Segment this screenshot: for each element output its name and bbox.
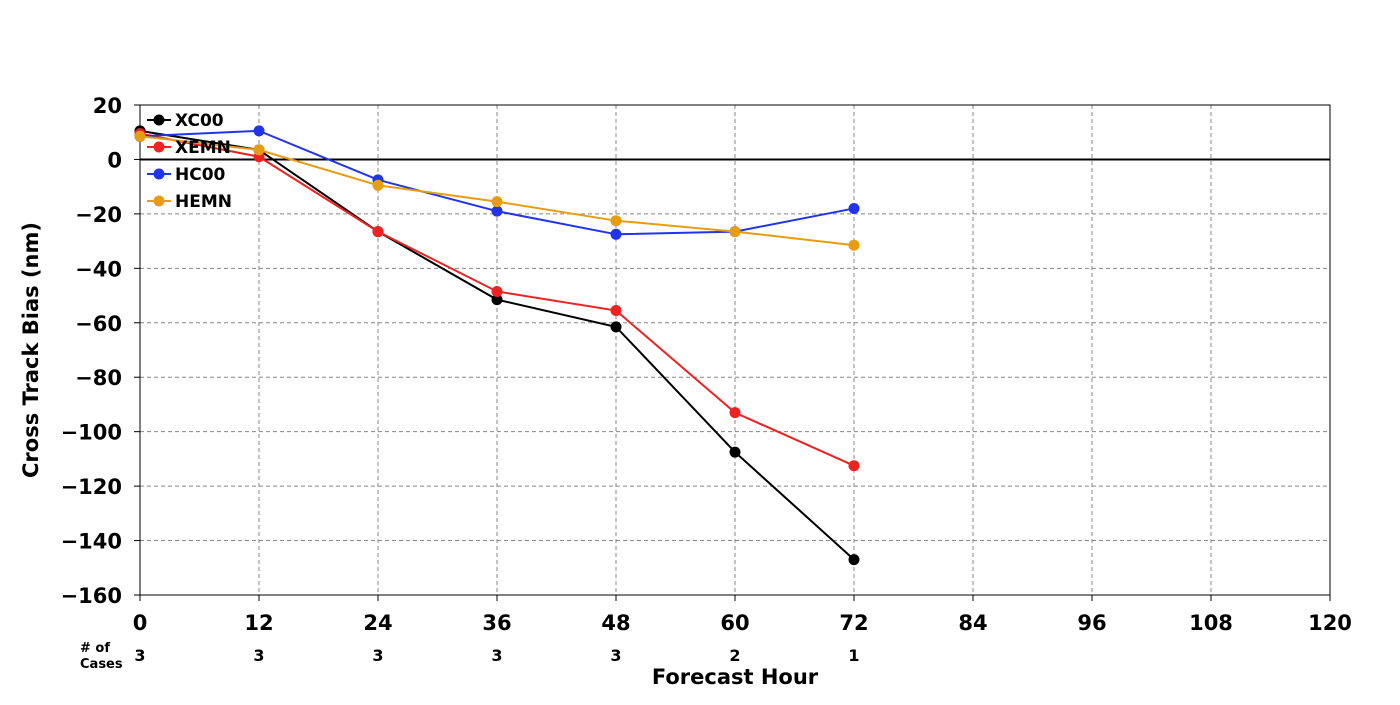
x-tick-label: 84	[958, 611, 987, 635]
y-tick-label: −20	[75, 203, 122, 227]
legend-label-xemn: XEMN	[175, 138, 231, 158]
y-tick-label: 0	[107, 148, 122, 172]
point-xemn	[491, 285, 503, 297]
y-tick-label: −100	[61, 421, 122, 445]
y-tick-label: −160	[61, 584, 122, 608]
point-xemn	[372, 226, 384, 238]
point-hc00	[253, 125, 265, 137]
point-hemn	[253, 144, 265, 156]
point-hemn	[134, 130, 146, 142]
point-hemn	[372, 179, 384, 191]
cases-count: 3	[610, 646, 621, 665]
x-tick-label: 36	[482, 611, 511, 635]
x-tick-label: 96	[1077, 611, 1106, 635]
point-hemn	[848, 239, 860, 251]
point-hemn	[491, 196, 503, 208]
x-axis-title: Forecast Hour	[652, 665, 819, 689]
legend-marker-hemn	[153, 195, 165, 207]
x-tick-label: 120	[1308, 611, 1352, 635]
legend-label-xc00: XC00	[175, 111, 224, 131]
point-xemn	[729, 407, 741, 419]
point-hc00	[610, 228, 622, 240]
y-tick-label: −140	[61, 530, 122, 554]
y-tick-label: 20	[93, 94, 122, 118]
ticks-layer: 0 12 24 36 48 60 72 84 96 108 120 20 0 −20 −40 −60 −80 −1…	[61, 94, 1352, 635]
point-hemn	[729, 226, 741, 238]
cases-count: 3	[491, 646, 502, 665]
point-xemn	[610, 305, 622, 317]
legend-marker-hc00	[153, 168, 165, 180]
point-xc00	[729, 446, 741, 458]
legend-label-hemn: HEMN	[175, 192, 232, 212]
y-tick-label: −40	[75, 257, 122, 281]
x-tick-label: 48	[601, 611, 630, 635]
point-xc00	[610, 321, 622, 333]
point-xc00	[848, 554, 860, 566]
point-hemn	[610, 215, 622, 227]
y-tick-label: −120	[61, 475, 122, 499]
legend: XC00 XEMN HC00 HEMN	[147, 111, 232, 212]
cases-count: 3	[253, 646, 264, 665]
cases-count: 3	[134, 646, 145, 665]
x-tick-label: 24	[363, 611, 392, 635]
cases-count: 3	[372, 646, 383, 665]
y-axis-title: Cross Track Bias (nm)	[19, 222, 43, 478]
cases-header-line-1: # of	[80, 641, 110, 656]
cases-row: # of Cases 3 3 3 3 3 2 1	[80, 641, 860, 672]
point-hc00	[491, 205, 503, 217]
y-tick-label: −60	[75, 312, 122, 336]
x-tick-label: 108	[1189, 611, 1233, 635]
point-xc00	[491, 294, 503, 306]
y-tick-label: −80	[75, 366, 122, 390]
legend-label-hc00: HC00	[175, 165, 226, 185]
grid-layer	[140, 105, 1330, 595]
legend-marker-xemn	[153, 141, 165, 153]
point-hc00	[848, 202, 860, 214]
legend-marker-xc00	[153, 114, 165, 126]
series-layer	[134, 125, 860, 566]
cases-header-line-2: Cases	[80, 657, 123, 672]
x-tick-label: 12	[244, 611, 273, 635]
x-tick-label: 60	[720, 611, 749, 635]
cases-count: 2	[729, 646, 740, 665]
x-tick-label: 72	[839, 611, 868, 635]
x-tick-label: 0	[133, 611, 148, 635]
cases-count: 1	[848, 646, 859, 665]
point-xemn	[848, 460, 860, 472]
